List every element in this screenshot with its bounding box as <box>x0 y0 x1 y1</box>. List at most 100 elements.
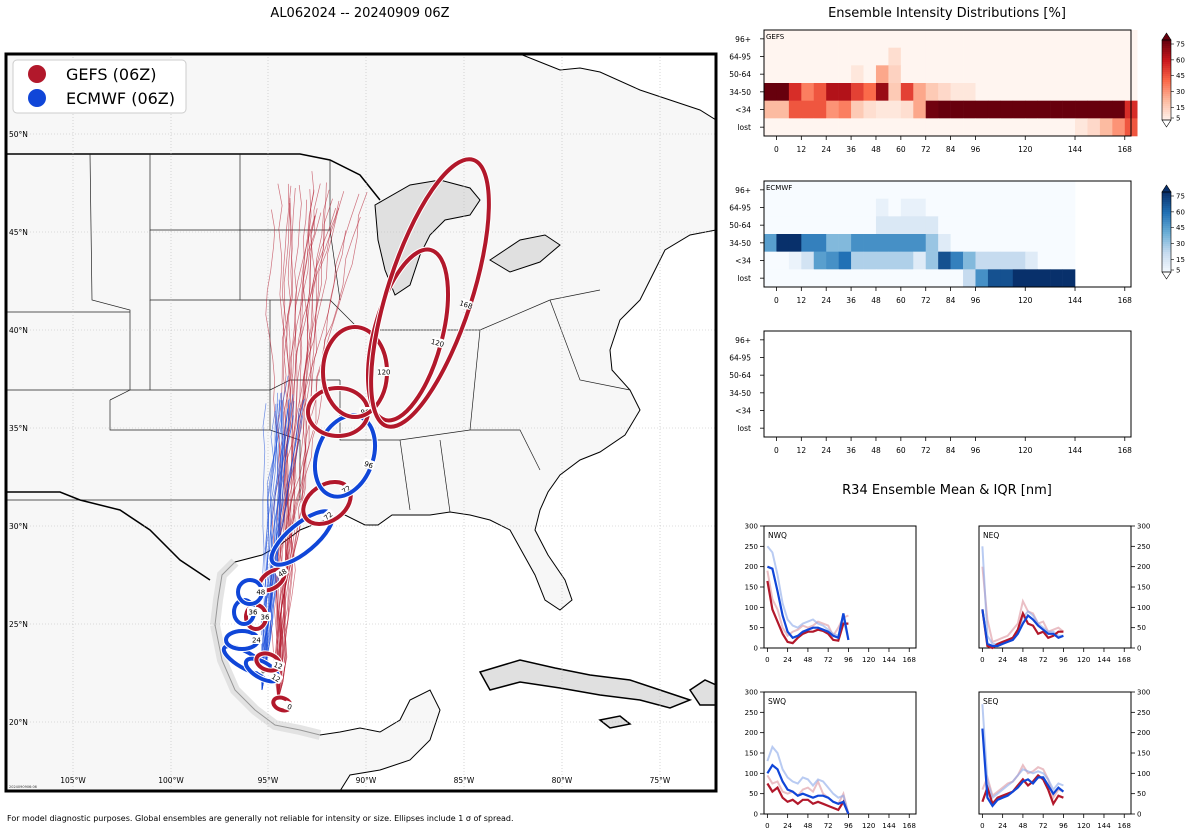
heatmap-cell <box>851 65 864 84</box>
colorbar-swatch <box>1162 74 1171 77</box>
colorbar-swatch <box>1162 208 1171 211</box>
row-label: 64-95 <box>729 204 751 213</box>
ecmwf-member-track <box>261 407 289 691</box>
series-ecmwf-mean <box>981 728 1065 808</box>
cuba <box>478 659 693 709</box>
heatmap-cell <box>913 118 927 137</box>
hour-label-bg <box>377 367 390 376</box>
hour-label: 120 <box>430 338 445 349</box>
hour-label: 168 <box>458 299 473 311</box>
row-label: lost <box>737 274 751 283</box>
colorbar-swatch <box>1162 222 1171 225</box>
colorbar-swatch <box>1162 194 1171 197</box>
heatmap-cell <box>1062 269 1076 288</box>
colorbar-tick-label: 30 <box>1176 240 1185 248</box>
heatmap-cell <box>1062 30 1076 48</box>
x-tick-label: 72 <box>921 145 931 154</box>
heatmap-frame <box>763 330 1132 438</box>
panel-frame <box>763 691 917 815</box>
heatmap-cell <box>913 251 927 270</box>
heatmap-cell <box>938 65 951 84</box>
heatmap-cell <box>788 47 802 66</box>
series-ecmwf-iqr <box>766 744 850 815</box>
heatmap-cell <box>851 251 864 270</box>
heatmap-cell <box>975 181 989 199</box>
y-tick-label: 0 <box>754 811 758 819</box>
heatmap-cell <box>925 181 939 199</box>
colorbar-swatch <box>1162 96 1171 99</box>
hour-label: 36 <box>261 614 270 622</box>
x-tick-label: 144 <box>1068 145 1083 154</box>
r34-title: R34 Ensemble Mean & IQR [nm] <box>842 483 1052 498</box>
row-label: 34-50 <box>729 88 751 97</box>
heatmap-cell <box>1062 83 1076 101</box>
heatmap-cell <box>1087 47 1101 66</box>
row-label: 64-95 <box>729 53 751 62</box>
heatmap-cell <box>776 100 790 119</box>
heatmap-cell <box>1000 251 1014 270</box>
row-label: 96+ <box>735 35 751 44</box>
heatmap-cell <box>826 118 839 137</box>
heatmap-cell <box>925 269 939 288</box>
hour-label-bg <box>321 509 335 523</box>
x-tick-label: 24 <box>783 656 792 664</box>
heatmap-cell <box>987 47 1001 66</box>
heatmap-cell <box>1050 65 1063 84</box>
row-label: <34 <box>735 407 751 416</box>
colorbar-extend-top <box>1161 32 1172 41</box>
colorbar-swatch <box>1162 220 1171 223</box>
heatmap-cell <box>987 216 1001 235</box>
heatmap-cell <box>963 47 976 66</box>
heatmap-cell <box>1075 47 1088 66</box>
row-label: lost <box>737 123 751 132</box>
heatmap-cell <box>813 198 827 217</box>
x-tick-label: 120 <box>1018 446 1033 455</box>
heatmap-cell <box>801 198 815 217</box>
x-tick-label: 120 <box>1018 296 1033 305</box>
heatmap-cell <box>776 198 790 217</box>
gefs-intensity-heatmap: 96+ 64-95 50-64 34-50 <34 lost 0 12 24 36 48 60 72 84… <box>729 29 1138 154</box>
heatmap-cell <box>813 30 827 48</box>
heatmap-cell <box>1000 100 1014 119</box>
r34-panel-nwq: NWQ 0 24 48 72 96 120 144 168 0 50 100 150 200 250 300 <box>745 523 917 664</box>
heatmap-cell <box>1099 30 1113 48</box>
heatmap-cell <box>975 30 989 48</box>
heatmap-cell <box>987 118 1001 137</box>
lat-label: 25°N <box>9 620 28 629</box>
heatmap-cell <box>1050 198 1063 217</box>
heatmap-cell <box>950 118 964 137</box>
heatmap-cell <box>776 65 790 84</box>
heatmap-cell <box>950 251 964 270</box>
colorbar-tick-label: 15 <box>1176 256 1185 264</box>
heatmap-cell <box>801 100 815 119</box>
heatmap-cell <box>1087 30 1101 48</box>
heatmap-cell <box>900 118 914 137</box>
forecast-ellipse: 72 <box>300 479 354 527</box>
heatmap-cell <box>1012 181 1026 199</box>
colorbar-tick-label: 75 <box>1176 193 1185 201</box>
heatmap-cell <box>888 118 902 137</box>
colorbar-swatch <box>1162 212 1171 215</box>
heatmap-cell <box>813 216 827 235</box>
series-ecmwf-mean <box>766 763 850 815</box>
heatmap-cell <box>1000 30 1014 48</box>
heatmap-cell <box>863 269 877 288</box>
heatmap-cell <box>888 269 902 288</box>
heatmap-cell <box>863 100 877 119</box>
heatmap-cell <box>1112 47 1126 66</box>
heatmap-cell <box>950 83 964 101</box>
heatmap-cell <box>764 100 777 119</box>
panel-frame <box>978 525 1132 649</box>
colorbar-swatch <box>1162 42 1171 45</box>
heatmap-cell <box>1000 83 1014 101</box>
y-tick-label: 150 <box>745 584 758 592</box>
heatmap-cell <box>938 216 951 235</box>
x-tick-label: 120 <box>862 822 875 830</box>
heatmap-cell <box>975 216 989 235</box>
colorbar-swatch <box>1162 60 1171 63</box>
heatmap-cell <box>863 251 877 270</box>
heatmap-cell <box>838 100 852 119</box>
heatmap-cell <box>788 83 802 101</box>
hour-label: 12 <box>272 661 283 672</box>
